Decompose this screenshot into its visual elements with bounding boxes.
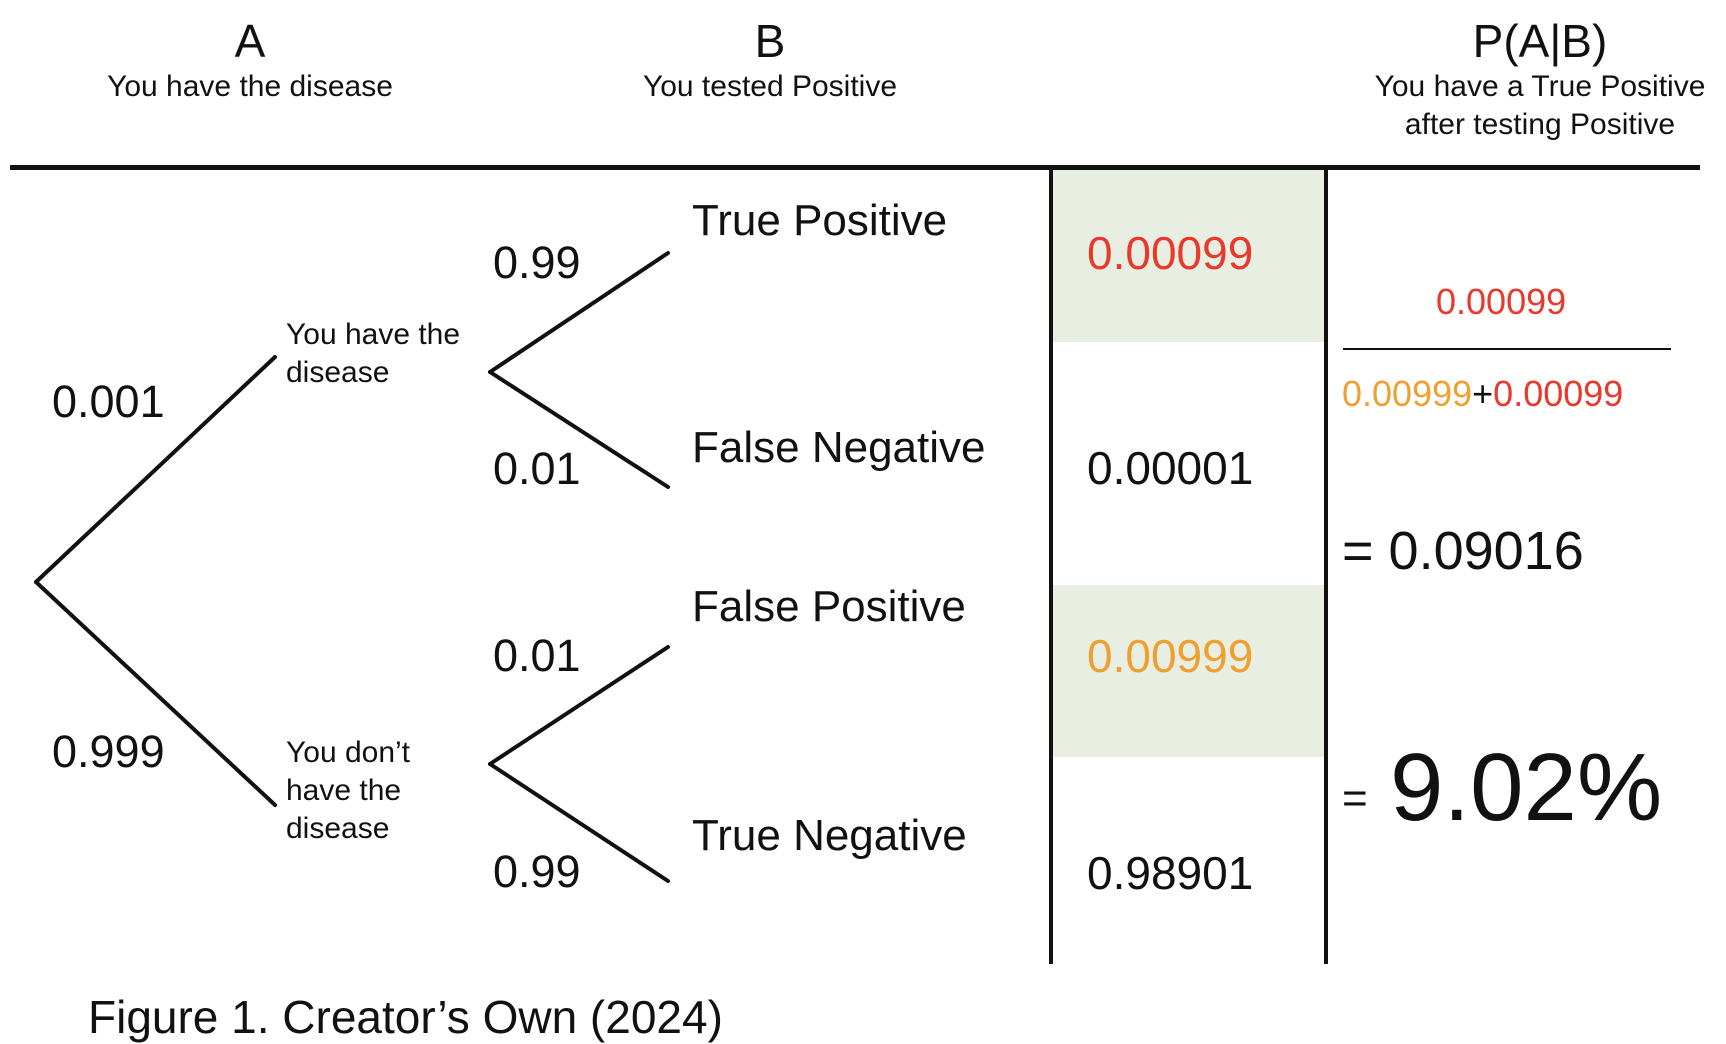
branch-no-disease-to-false-positive bbox=[488, 645, 670, 766]
joint-false-positive: 0.00999 bbox=[1087, 630, 1254, 682]
node-disease: You have the disease bbox=[286, 318, 461, 389]
label-false-positive: False Positive bbox=[692, 582, 966, 631]
prob-no-disease: 0.999 bbox=[52, 726, 165, 777]
header-a-letter: A bbox=[234, 15, 266, 67]
column-divider-left bbox=[1049, 168, 1053, 964]
prob-false-positive: 0.01 bbox=[493, 630, 581, 681]
header-rule bbox=[10, 165, 1700, 170]
branch-root-to-disease bbox=[34, 355, 277, 584]
figure-caption: Figure 1. Creator’s Own (2024) bbox=[88, 991, 723, 1043]
branch-disease-to-true-positive bbox=[488, 251, 670, 374]
formula-decimal-result: = 0.09016 bbox=[1342, 521, 1584, 581]
formula-percent-result: 9.02% bbox=[1390, 734, 1663, 841]
header-b-letter: B bbox=[754, 15, 786, 67]
node-no-disease: You don’t have the disease bbox=[286, 736, 411, 845]
prob-false-negative: 0.01 bbox=[493, 443, 581, 494]
formula-denominator: 0.00999+0.00099 bbox=[1342, 373, 1623, 415]
header-a-caption: You have the disease bbox=[107, 70, 393, 103]
header-pab-caption-line2: after testing Positive bbox=[1404, 108, 1676, 141]
label-false-negative: False Negative bbox=[692, 423, 986, 472]
formula-numerator: 0.00099 bbox=[1436, 281, 1567, 322]
false-positive-highlight bbox=[1053, 585, 1327, 757]
label-true-negative: True Negative bbox=[692, 811, 967, 860]
formula-equals-sign: = bbox=[1342, 774, 1368, 823]
header-pab-caption-line1: You have a True Positive bbox=[1374, 70, 1706, 103]
header-pab-letter: P(A|B) bbox=[1472, 15, 1608, 67]
branch-disease-to-false-negative bbox=[488, 370, 670, 489]
branch-no-disease-to-true-negative bbox=[488, 762, 670, 883]
prob-true-positive: 0.99 bbox=[493, 237, 581, 288]
joint-true-positive: 0.00099 bbox=[1087, 227, 1254, 279]
denominator-plus: + bbox=[1472, 373, 1494, 414]
prob-disease: 0.001 bbox=[52, 376, 165, 427]
fraction-bar bbox=[1343, 348, 1671, 350]
column-divider-right bbox=[1324, 168, 1328, 964]
denominator-true-positive: 0.00099 bbox=[1493, 373, 1624, 414]
joint-false-negative: 0.00001 bbox=[1087, 442, 1254, 494]
header-b-caption: You tested Positive bbox=[642, 70, 898, 103]
prob-true-negative: 0.99 bbox=[493, 846, 581, 897]
denominator-false-positive: 0.00999 bbox=[1342, 373, 1473, 414]
label-true-positive: True Positive bbox=[692, 196, 948, 245]
branch-root-to-no-disease bbox=[34, 580, 277, 807]
joint-true-negative: 0.98901 bbox=[1087, 847, 1254, 899]
true-positive-highlight bbox=[1053, 168, 1327, 342]
